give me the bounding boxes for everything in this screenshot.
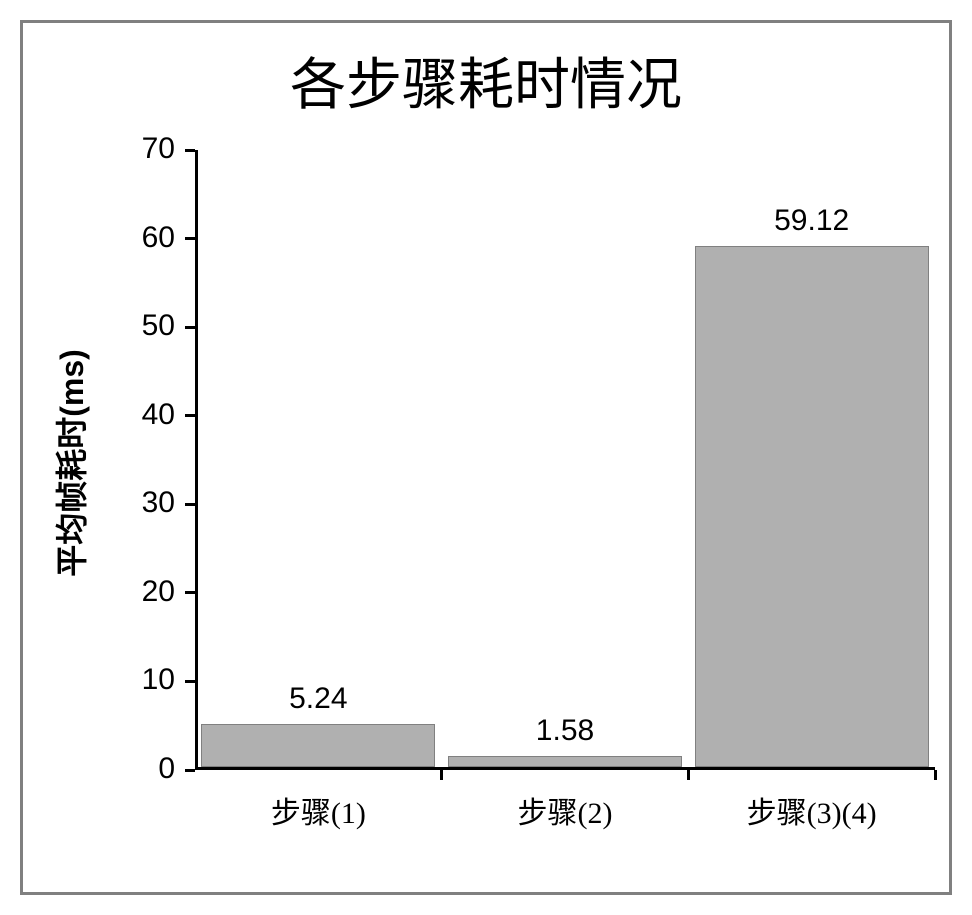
y-tick xyxy=(185,326,195,329)
y-tick-label: 0 xyxy=(115,752,175,786)
y-tick xyxy=(185,237,195,240)
y-tick xyxy=(185,149,195,152)
x-tick xyxy=(687,770,690,780)
bar xyxy=(201,724,435,767)
y-tick-label: 20 xyxy=(115,575,175,609)
y-tick-label: 10 xyxy=(115,663,175,697)
y-tick-label: 60 xyxy=(115,221,175,255)
bar-value-label: 59.12 xyxy=(695,204,929,238)
chart-container: 各步骤耗时情况 平均帧耗时(ms) 0102030405060705.24步骤(… xyxy=(0,0,972,915)
y-tick xyxy=(185,591,195,594)
y-tick xyxy=(185,769,195,772)
y-axis-line xyxy=(195,150,198,770)
bar-value-label: 1.58 xyxy=(448,714,682,748)
x-tick-label: 步骤(1) xyxy=(195,788,442,832)
x-tick xyxy=(934,770,937,780)
y-tick-label: 50 xyxy=(115,309,175,343)
chart-title: 各步骤耗时情况 xyxy=(0,40,972,121)
bar-value-label: 5.24 xyxy=(201,682,435,716)
y-tick xyxy=(185,680,195,683)
x-tick-label: 步骤(3)(4) xyxy=(688,788,935,832)
y-tick-label: 70 xyxy=(115,132,175,166)
y-tick xyxy=(185,503,195,506)
bar xyxy=(695,246,929,767)
y-axis-title: 平均帧耗时(ms) xyxy=(47,313,93,613)
x-axis-line xyxy=(195,767,935,770)
x-tick xyxy=(440,770,443,780)
y-tick-label: 40 xyxy=(115,398,175,432)
bar xyxy=(448,756,682,767)
x-tick-label: 步骤(2) xyxy=(442,788,689,832)
plot-area: 0102030405060705.24步骤(1)1.58步骤(2)59.12步骤… xyxy=(195,150,935,770)
y-tick xyxy=(185,414,195,417)
y-tick-label: 30 xyxy=(115,486,175,520)
